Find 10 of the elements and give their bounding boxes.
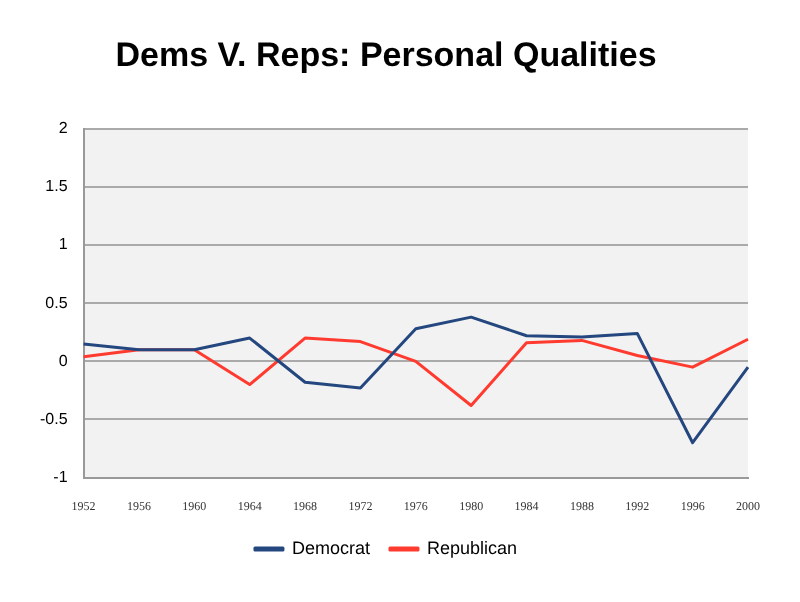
y-tick-label: 2: [58, 119, 69, 138]
chart-title: Dems V. Reps: Personal Qualities: [115, 35, 657, 74]
legend-label: Democrat: [291, 537, 371, 558]
y-tick-label: 0: [58, 351, 69, 370]
y-tick-label: 1: [58, 235, 69, 254]
legend-label: Republican: [426, 537, 518, 558]
y-tick-label: -0.5: [39, 409, 69, 428]
y-tick-label: 1.5: [45, 177, 69, 196]
y-tick-label: 0.5: [45, 293, 69, 312]
y-tick-label: -1: [53, 468, 69, 487]
